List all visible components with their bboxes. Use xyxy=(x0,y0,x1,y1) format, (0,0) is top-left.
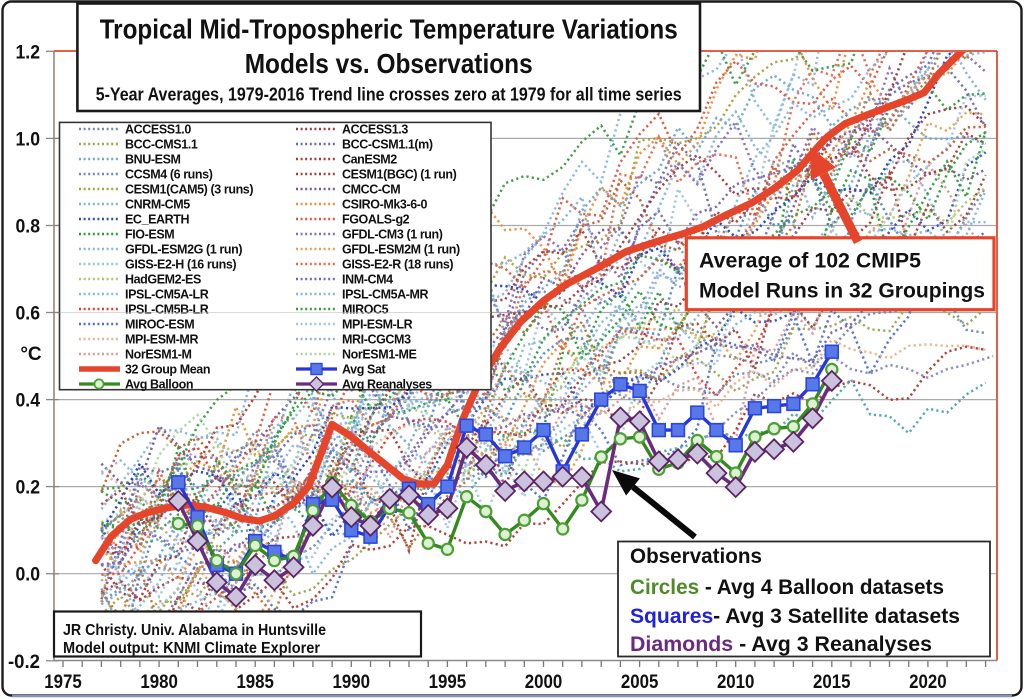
svg-text:IPSL-CM5A-LR: IPSL-CM5A-LR xyxy=(125,288,209,302)
svg-text:CCSM4 (6 runs): CCSM4 (6 runs) xyxy=(125,168,213,182)
svg-text:GFDL-CM3 (1 run): GFDL-CM3 (1 run) xyxy=(342,228,443,242)
svg-text:0.8: 0.8 xyxy=(16,217,41,238)
svg-text:2015: 2015 xyxy=(813,672,851,693)
svg-text:MRI-CGCM3: MRI-CGCM3 xyxy=(342,333,411,347)
svg-text:Observations: Observations xyxy=(630,545,762,568)
svg-text:32 Group Mean: 32 Group Mean xyxy=(125,363,210,377)
svg-text:CNRM-CM5: CNRM-CM5 xyxy=(125,198,190,212)
svg-text:2005: 2005 xyxy=(621,672,659,693)
svg-text:ACCESS1.3: ACCESS1.3 xyxy=(342,123,408,137)
svg-text:Model Runs in 32 Groupings: Model Runs in 32 Groupings xyxy=(699,279,985,302)
svg-text:BCC-CMS1.1: BCC-CMS1.1 xyxy=(125,138,198,152)
svg-text:CESM1(BGC) (1 run): CESM1(BGC) (1 run) xyxy=(342,168,457,182)
svg-text:CanESM2: CanESM2 xyxy=(342,153,397,167)
svg-text:2020: 2020 xyxy=(909,672,947,693)
svg-text:GISS-E2-R (18 runs): GISS-E2-R (18 runs) xyxy=(342,258,453,272)
svg-text:FIO-ESM: FIO-ESM xyxy=(125,228,174,242)
svg-text:1990: 1990 xyxy=(333,672,371,693)
svg-text:INM-CM4: INM-CM4 xyxy=(342,273,393,287)
svg-text:1975: 1975 xyxy=(44,672,82,693)
svg-text:1.0: 1.0 xyxy=(16,129,41,150)
svg-text:MIROC5: MIROC5 xyxy=(342,303,389,317)
svg-text:BCC-CSM1.1(m): BCC-CSM1.1(m) xyxy=(342,138,433,152)
svg-text:GFDL-ESM2G (1 run): GFDL-ESM2G (1 run) xyxy=(125,243,242,257)
svg-text:Squares- Avg 3 Satellite datas: Squares- Avg 3 Satellite datasets xyxy=(630,605,960,628)
svg-text:HadGEM2-ES: HadGEM2-ES xyxy=(125,273,201,287)
svg-text:CSIRO-Mk3-6-0: CSIRO-Mk3-6-0 xyxy=(342,198,428,212)
svg-text:BNU-ESM: BNU-ESM xyxy=(125,153,181,167)
svg-text:1.2: 1.2 xyxy=(16,42,41,63)
svg-text:CESM1(CAM5) (3 runs): CESM1(CAM5) (3 runs) xyxy=(125,183,253,197)
svg-text:MIROC-ESM: MIROC-ESM xyxy=(125,318,194,332)
svg-text:Avg Reanalyses: Avg Reanalyses xyxy=(342,378,432,392)
svg-text:0.2: 0.2 xyxy=(16,478,41,499)
svg-text:0.0: 0.0 xyxy=(16,565,41,586)
svg-text:NorESM1-ME: NorESM1-ME xyxy=(342,348,417,362)
svg-text:Diamonds - Avg 3 Reanalyses: Diamonds - Avg 3 Reanalyses xyxy=(630,633,932,656)
svg-text:0.6: 0.6 xyxy=(16,304,41,325)
svg-text:1980: 1980 xyxy=(140,672,178,693)
svg-text:IPSL-CM5B-LR: IPSL-CM5B-LR xyxy=(125,303,209,317)
svg-text:Average of 102 CMIP5: Average of 102 CMIP5 xyxy=(699,250,921,273)
svg-text:0.4: 0.4 xyxy=(16,391,41,412)
svg-text:MPI-ESM-MR: MPI-ESM-MR xyxy=(125,333,198,347)
svg-text:Tropical Mid-Tropospheric Temp: Tropical Mid-Tropospheric Temperature Va… xyxy=(100,14,678,45)
svg-text:NorESM1-M: NorESM1-M xyxy=(125,348,192,362)
svg-text:°C: °C xyxy=(20,344,42,365)
svg-text:1985: 1985 xyxy=(236,672,274,693)
svg-text:Model output: KNMI Climate Exp: Model output: KNMI Climate Explorer xyxy=(63,640,320,657)
svg-text:CMCC-CM: CMCC-CM xyxy=(342,183,400,197)
svg-text:2000: 2000 xyxy=(525,672,563,693)
svg-text:Models vs. Observations: Models vs. Observations xyxy=(245,48,533,79)
svg-text:IPSL-CM5A-MR: IPSL-CM5A-MR xyxy=(342,288,429,302)
svg-text:FGOALS-g2: FGOALS-g2 xyxy=(342,213,410,227)
svg-text:Avg Sat: Avg Sat xyxy=(342,363,387,377)
svg-text:Avg Balloon: Avg Balloon xyxy=(125,378,193,392)
svg-text:1995: 1995 xyxy=(429,672,467,693)
svg-text:-0.2: -0.2 xyxy=(8,652,40,673)
svg-text:EC_EARTH: EC_EARTH xyxy=(125,213,190,227)
svg-text:JR Christy. Univ. Alabama in H: JR Christy. Univ. Alabama in Huntsville xyxy=(63,622,326,639)
svg-text:GFDL-ESM2M (1 run): GFDL-ESM2M (1 run) xyxy=(342,243,460,257)
svg-text:ACCESS1.0: ACCESS1.0 xyxy=(125,123,191,137)
svg-text:2010: 2010 xyxy=(717,672,755,693)
svg-text:GISS-E2-H (16 runs): GISS-E2-H (16 runs) xyxy=(125,258,236,272)
svg-text:5-Year Averages, 1979-2016 Tre: 5-Year Averages, 1979-2016 Trend line cr… xyxy=(96,84,682,105)
svg-text:Circles - Avg 4 Balloon datase: Circles - Avg 4 Balloon datasets xyxy=(630,576,944,599)
svg-text:MPI-ESM-LR: MPI-ESM-LR xyxy=(342,318,413,332)
